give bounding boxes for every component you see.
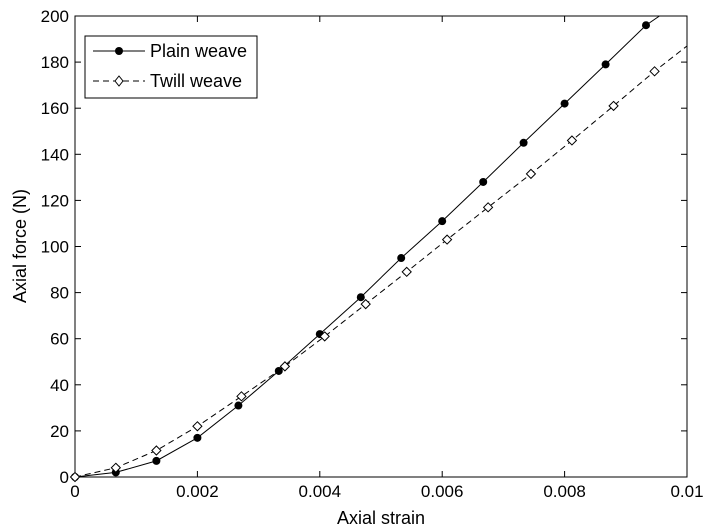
y-tick-label: 200 (41, 7, 69, 26)
legend-label-plain-weave: Plain weave (150, 41, 247, 61)
data-point-plain-weave (152, 456, 161, 465)
data-point-plain-weave (438, 217, 447, 226)
y-axis-ticks: 0 20 40 60 80 100 120 140 160 180 200 (41, 7, 687, 487)
data-point-plain-weave (601, 60, 610, 69)
x-axis-ticks: 0 0.002 0.004 0.006 0.008 0.01 (70, 16, 704, 501)
x-tick-label: 0 (70, 482, 79, 501)
data-point-plain-weave (641, 21, 650, 30)
legend: Plain weave Twill weave (84, 35, 258, 99)
y-tick-label: 20 (50, 422, 69, 441)
data-point-twill-weave (319, 331, 330, 342)
x-tick-label: 0.004 (299, 482, 342, 501)
y-tick-label: 60 (50, 330, 69, 349)
data-point-twill-weave (360, 298, 371, 310)
data-point-twill-weave (192, 421, 203, 432)
y-tick-label: 40 (50, 376, 69, 395)
y-axis-title: Axial force (N) (10, 189, 30, 303)
legend-label-twill-weave: Twill weave (150, 71, 242, 91)
data-point-twill-weave (441, 234, 453, 245)
data-point-twill-weave (279, 361, 291, 372)
legend-marker-plain-weave (115, 47, 123, 55)
y-tick-label: 80 (50, 284, 69, 303)
data-point-plain-weave (519, 138, 528, 147)
data-point-plain-weave (234, 401, 243, 410)
legend-box (84, 35, 258, 99)
x-axis-title: Axial strain (337, 508, 425, 528)
y-tick-label: 180 (41, 53, 69, 72)
data-point-twill-weave (236, 391, 247, 402)
series-line-twill-weave (74, 45, 688, 478)
data-point-plain-weave (397, 254, 406, 263)
series-line-plain-weave (74, 15, 660, 478)
y-tick-label: 140 (41, 145, 69, 164)
data-point-twill-weave (566, 135, 578, 146)
data-point-twill-weave (110, 462, 122, 473)
data-point-plain-weave (560, 99, 569, 108)
y-tick-label: 160 (41, 99, 69, 118)
data-point-twill-weave (608, 100, 619, 112)
data-point-plain-weave (479, 177, 488, 186)
data-point-twill-weave (649, 66, 660, 77)
series-layer (69, 15, 688, 483)
y-tick-label: 120 (41, 191, 69, 210)
legend-marker-twill-weave (114, 75, 124, 87)
data-point-plain-weave (356, 293, 365, 302)
data-point-twill-weave (151, 445, 162, 456)
data-point-twill-weave (525, 168, 537, 180)
data-point-twill-weave (401, 266, 412, 278)
y-tick-label: 100 (41, 238, 69, 257)
data-point-twill-weave (482, 202, 494, 213)
x-tick-label: 0.01 (670, 482, 703, 501)
data-point-plain-weave (193, 433, 202, 442)
x-tick-label: 0.006 (421, 482, 464, 501)
x-tick-label: 0.002 (176, 482, 219, 501)
y-tick-label: 0 (60, 468, 69, 487)
x-tick-label: 0.008 (543, 482, 586, 501)
data-point-twill-weave (69, 471, 81, 483)
